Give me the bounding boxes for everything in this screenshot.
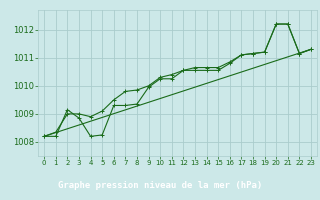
Text: Graphe pression niveau de la mer (hPa): Graphe pression niveau de la mer (hPa) [58, 180, 262, 190]
